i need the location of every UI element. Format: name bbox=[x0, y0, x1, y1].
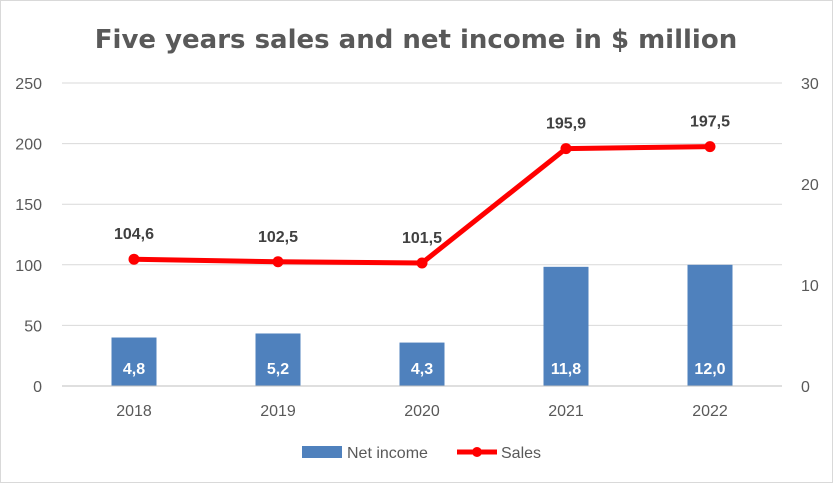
sales-data-label: 197,5 bbox=[690, 114, 730, 131]
y-left-tick-label: 0 bbox=[33, 379, 42, 396]
bar-data-label: 4,3 bbox=[411, 361, 433, 378]
y-right-tick-label: 0 bbox=[801, 379, 810, 396]
y-axis-right: 0 10 20 30 bbox=[801, 76, 819, 396]
y-left-tick-label: 50 bbox=[24, 318, 42, 335]
sales-point bbox=[416, 257, 428, 269]
bar-data-label: 4,8 bbox=[123, 361, 145, 378]
legend: Net income Sales bbox=[302, 445, 541, 462]
x-tick-label: 2022 bbox=[692, 403, 728, 420]
sales-data-label: 101,5 bbox=[402, 230, 442, 247]
x-axis: 2018 2019 2020 2021 2022 bbox=[62, 385, 782, 420]
y-right-tick-label: 20 bbox=[801, 177, 819, 194]
x-tick-label: 2021 bbox=[548, 403, 584, 420]
bar-net-income bbox=[111, 337, 157, 386]
x-tick-label: 2019 bbox=[260, 403, 296, 420]
bar-net-income bbox=[687, 264, 733, 386]
sales-data-label: 102,5 bbox=[258, 229, 298, 246]
y-right-tick-label: 30 bbox=[801, 76, 819, 93]
chart-title: Five years sales and net income in $ mil… bbox=[95, 25, 737, 55]
sales-data-label: 104,6 bbox=[114, 226, 154, 243]
sales-line: 104,6 102,5 101,5 195,9 197,5 bbox=[114, 114, 730, 269]
sales-point bbox=[704, 141, 716, 153]
sales-point bbox=[272, 256, 284, 268]
sales-point bbox=[560, 143, 572, 155]
x-tick-label: 2020 bbox=[404, 403, 440, 420]
bar-data-label: 12,0 bbox=[694, 361, 725, 378]
bar-data-label: 5,2 bbox=[267, 361, 289, 378]
bar-net-income bbox=[255, 333, 301, 386]
sales-point bbox=[128, 253, 140, 265]
y-left-tick-label: 100 bbox=[15, 258, 42, 275]
bar-data-label: 11,8 bbox=[551, 361, 581, 378]
y-left-tick-label: 250 bbox=[15, 76, 42, 93]
sales-data-label: 195,9 bbox=[546, 116, 586, 133]
legend-swatch-net-income bbox=[302, 446, 342, 458]
legend-label-sales: Sales bbox=[501, 445, 541, 462]
y-left-tick-label: 150 bbox=[15, 197, 42, 214]
legend-label-net-income: Net income bbox=[347, 445, 428, 462]
bar-net-income bbox=[543, 266, 589, 386]
x-tick-label: 2018 bbox=[116, 403, 152, 420]
y-axis-left: 0 50 100 150 200 250 bbox=[15, 76, 42, 396]
legend-marker-sales bbox=[472, 447, 482, 457]
y-right-tick-label: 10 bbox=[801, 278, 819, 295]
y-left-tick-label: 200 bbox=[15, 137, 42, 154]
net-income-bars: 4,8 5,2 4,3 11,8 12,0 bbox=[111, 264, 733, 386]
bar-net-income bbox=[399, 342, 445, 386]
